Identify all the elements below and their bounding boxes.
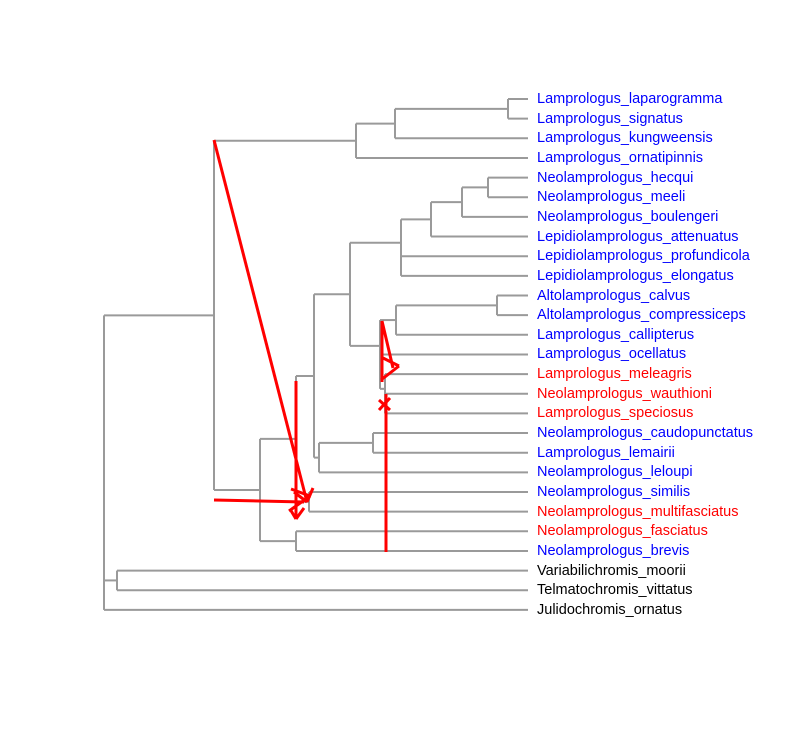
- red-arrow-line: [380, 320, 395, 369]
- tip-label: Lamprologus_ocellatus: [537, 346, 687, 363]
- red-arrow-line: [213, 498, 305, 504]
- tip-label: Neolamprologus_meeli: [537, 189, 686, 206]
- tip-label: Altolamprologus_compressiceps: [537, 307, 746, 324]
- red-arrow-head: [288, 494, 311, 513]
- tip-labels: Lamprologus_laparogramma Lamprologus_sign…: [537, 91, 754, 618]
- tip-label: Lepidiolamprologus_profundicola: [537, 248, 750, 265]
- tip-label: Variabilichromis_moorii: [537, 562, 686, 579]
- tip-label: Neolamprologus_leloupi: [537, 464, 693, 481]
- tip-label: Lamprologus_meleagris: [537, 366, 692, 383]
- tip-label: Lamprologus_lemairii: [537, 444, 675, 461]
- tip-label: Julidochromis_ornatus: [537, 601, 683, 618]
- red-arrow-head: [377, 396, 392, 412]
- red-arrow-head: [382, 356, 400, 368]
- tip-label: Lamprologus_laparogramma: [537, 91, 723, 107]
- red-arrow-head: [380, 364, 400, 382]
- tip-label: Neolamprologus_boulengeri: [537, 208, 719, 225]
- tip-label: Lamprologus_speciosus: [537, 405, 694, 422]
- tip-label: Neolamprologus_multifasciatus: [537, 503, 739, 520]
- tip-label: Neolamprologus_brevis: [537, 542, 690, 559]
- tip-label: Neolamprologus_hecqui: [537, 169, 694, 186]
- tip-label: Lamprologus_signatus: [537, 110, 683, 127]
- red-arrow-head: [294, 507, 306, 520]
- red-arrow-head: [288, 508, 298, 520]
- tip-label: Neolamprologus_caudopunctatus: [537, 425, 754, 442]
- tip-label: Lamprologus_kungweensis: [537, 130, 713, 147]
- red-arrow-line: [212, 139, 309, 503]
- tip-label: Neolamprologus_fasciatus: [537, 523, 708, 540]
- tip-label: Lepidiolamprologus_elongatus: [537, 267, 734, 284]
- tip-label: Altolamprologus_calvus: [537, 287, 691, 304]
- tip-label: Lepidiolamprologus_attenuatus: [537, 228, 739, 245]
- tip-label: Telmatochromis_vittatus: [537, 582, 693, 599]
- tip-label: Lamprologus_ornatipinnis: [537, 149, 704, 166]
- tip-label: Lamprologus_callipterus: [537, 326, 695, 343]
- tip-label: Neolamprologus_similis: [537, 484, 691, 500]
- tip-label: Neolamprologus_wauthioni: [537, 385, 712, 402]
- red-arrow-head: [290, 487, 311, 498]
